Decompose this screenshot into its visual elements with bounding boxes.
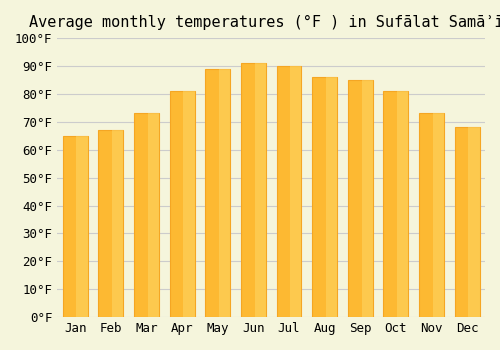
Bar xyxy=(290,66,302,317)
Bar xyxy=(419,113,444,317)
Bar xyxy=(112,130,124,317)
Bar xyxy=(254,63,266,317)
Bar xyxy=(433,113,444,317)
Bar xyxy=(348,80,372,317)
Bar xyxy=(219,69,230,317)
Bar xyxy=(468,127,479,317)
Bar xyxy=(384,91,408,317)
Bar xyxy=(326,77,337,317)
Bar xyxy=(362,80,372,317)
Bar xyxy=(148,113,159,317)
Bar xyxy=(397,91,408,317)
Bar xyxy=(206,69,230,317)
Bar xyxy=(62,136,88,317)
Title: Average monthly temperatures (°F ) in Sufālat Samāʾīl: Average monthly temperatures (°F ) in Su… xyxy=(30,15,500,30)
Bar xyxy=(241,63,266,317)
Bar xyxy=(312,77,337,317)
Bar xyxy=(76,136,88,317)
Bar xyxy=(170,91,194,317)
Bar xyxy=(184,91,194,317)
Bar xyxy=(454,127,479,317)
Bar xyxy=(134,113,159,317)
Bar xyxy=(276,66,301,317)
Bar xyxy=(98,130,124,317)
